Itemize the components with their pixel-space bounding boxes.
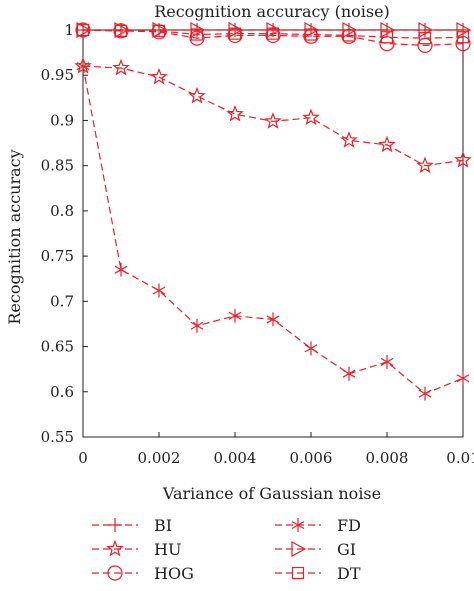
legend-label: HU	[154, 540, 181, 559]
data-point	[266, 312, 280, 327]
legend-marker	[107, 565, 123, 581]
legend-marker	[291, 518, 305, 532]
x-tick-label: 0.002	[138, 449, 181, 467]
series-fd	[76, 59, 470, 401]
data-point	[342, 29, 356, 42]
x-tick-label: 0.008	[366, 449, 409, 467]
data-point	[378, 135, 396, 153]
data-point	[114, 24, 128, 38]
data-point	[76, 59, 90, 74]
data-point	[418, 21, 434, 39]
data-point	[418, 386, 432, 401]
legend-item-hu: HU	[92, 539, 181, 559]
data-point	[304, 341, 318, 356]
data-point	[304, 28, 318, 41]
x-tick-label: 0	[78, 449, 88, 467]
y-tick-label: 0.9	[50, 111, 74, 129]
legend-item-bi: BI	[92, 516, 172, 535]
data-point	[264, 112, 282, 129]
x-axis-label: Variance of Gaussian noise	[162, 484, 381, 503]
data-point	[226, 104, 244, 122]
x-tick-label: 0.004	[214, 449, 257, 467]
y-tick-label: 0.65	[41, 338, 74, 356]
data-point	[302, 108, 320, 126]
legend-marker	[291, 566, 305, 580]
y-axis-ticks: 0.55 0.6 0.65 0.7 0.75 0.8 0.85 0.9 0.95 1	[41, 21, 88, 446]
legend: BI HU HOG FD GI DT	[92, 516, 361, 583]
data-point	[112, 58, 130, 76]
legend-marker	[108, 518, 122, 532]
y-tick-label: 0.85	[41, 157, 74, 175]
series-line-dt	[82, 29, 464, 39]
data-point	[189, 30, 205, 46]
x-tick-label: 0.01	[446, 449, 474, 467]
y-tick-label: 0.95	[41, 66, 74, 84]
series-line-hog	[82, 29, 464, 46]
data-point	[266, 27, 280, 40]
data-point	[456, 371, 470, 386]
data-point	[342, 366, 356, 381]
data-point	[150, 67, 168, 85]
data-point	[416, 156, 434, 174]
series-line-hu	[82, 65, 464, 167]
x-tick-label: 0.006	[290, 449, 333, 467]
y-tick-label: 0.8	[50, 202, 74, 220]
legend-label: HOG	[154, 564, 194, 583]
legend-label: BI	[154, 516, 172, 535]
data-point	[152, 283, 166, 298]
data-point	[190, 318, 204, 333]
legend-marker	[291, 540, 307, 558]
legend-marker	[106, 539, 124, 557]
legend-item-fd: FD	[275, 516, 361, 535]
data-point	[188, 86, 206, 104]
data-point	[228, 27, 242, 40]
y-tick-label: 1	[64, 21, 74, 39]
legend-label: FD	[337, 516, 361, 535]
data-point	[418, 32, 432, 45]
data-point	[456, 31, 470, 44]
legend-label: GI	[337, 540, 356, 559]
y-tick-label: 0.7	[50, 292, 74, 310]
data-point	[379, 35, 395, 52]
data-point	[454, 151, 472, 168]
data-point	[190, 28, 204, 41]
plot-frame	[82, 29, 464, 438]
legend-item-dt: DT	[275, 564, 361, 583]
series-layer	[74, 21, 472, 401]
data-point	[76, 23, 90, 37]
y-tick-label: 0.6	[50, 383, 74, 401]
chart-title: Recognition accuracy (noise)	[154, 2, 390, 21]
data-point	[456, 21, 472, 39]
legend-label: DT	[337, 564, 361, 583]
y-tick-label: 0.75	[41, 247, 74, 265]
y-tick-label: 0.55	[41, 428, 74, 446]
legend-item-hog: HOG	[92, 564, 194, 583]
x-axis-ticks: 0 0.002 0.004 0.006 0.008 0.01	[78, 432, 474, 467]
data-point	[380, 21, 396, 39]
y-axis-label: Recognition accuracy	[5, 149, 24, 324]
series-dt	[76, 23, 470, 45]
series-hu	[74, 57, 472, 174]
data-point	[152, 24, 166, 38]
data-point	[228, 308, 242, 323]
data-point	[380, 31, 394, 44]
data-point	[114, 262, 128, 277]
legend-item-gi: GI	[275, 540, 356, 559]
data-point	[455, 35, 471, 52]
data-point	[340, 131, 358, 148]
data-point	[380, 354, 394, 369]
